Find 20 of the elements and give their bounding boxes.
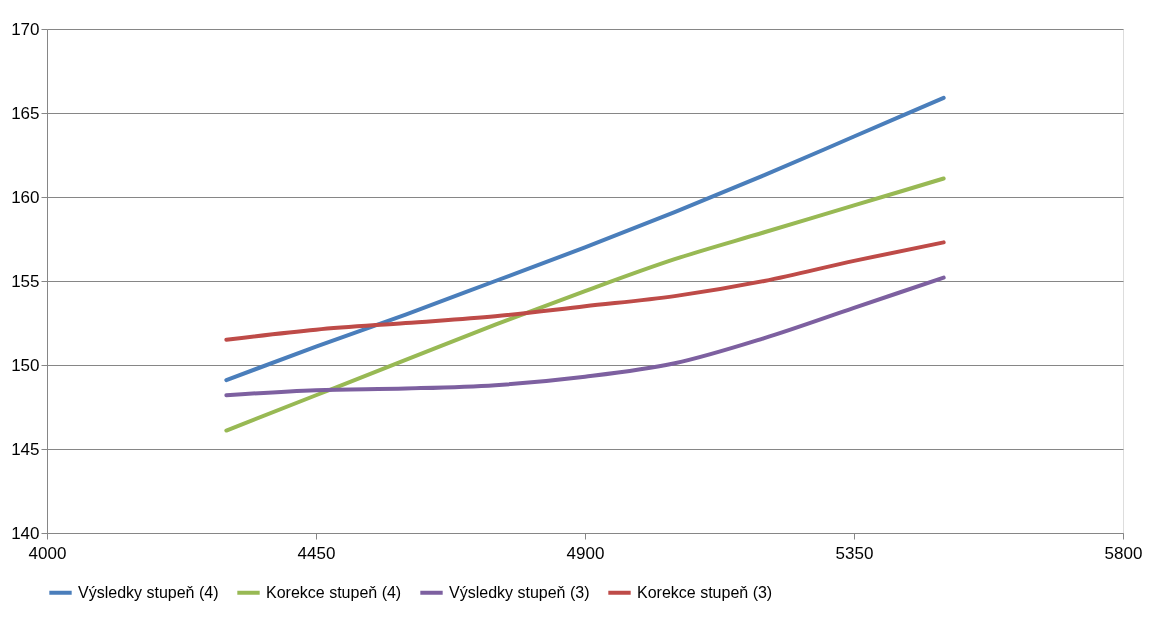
line-series (224, 240, 946, 342)
y-tick-label: 170 (11, 19, 40, 39)
line-series (224, 176, 946, 433)
x-tick-label: 4000 (28, 543, 67, 563)
x-tick-label: 5800 (1104, 543, 1143, 563)
legend-label: Výsledky stupeň (3) (449, 583, 590, 601)
line-series (224, 95, 946, 383)
x-tick-label: 4900 (566, 543, 605, 563)
y-tick-label: 155 (11, 271, 40, 291)
line-series (224, 275, 946, 398)
y-tick-label: 165 (11, 103, 40, 123)
x-tick-label: 4450 (297, 543, 336, 563)
legend-label: Korekce stupeň (4) (266, 583, 402, 601)
legend-label: Korekce stupeň (3) (637, 583, 773, 601)
y-tick-label: 160 (11, 187, 40, 207)
x-tick-label: 5350 (835, 543, 874, 563)
y-tick-label: 150 (11, 355, 40, 375)
legend-label: Výsledky stupeň (4) (78, 583, 219, 601)
y-tick-label: 145 (11, 439, 40, 459)
y-tick-label: 140 (11, 523, 40, 543)
